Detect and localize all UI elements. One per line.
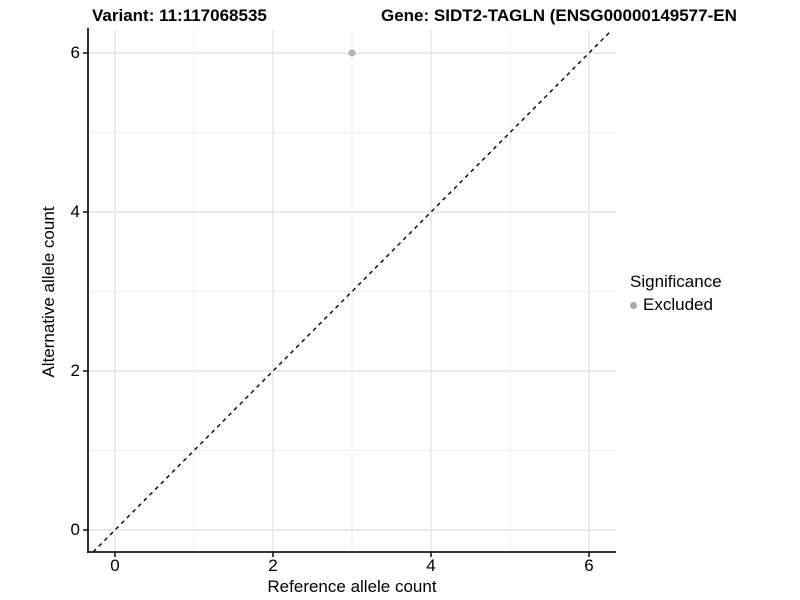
y-tick-label: 2 [70,361,80,380]
y-tick-label: 0 [70,520,80,539]
x-tick-label: 6 [584,556,594,575]
legend: Significance Excluded [630,272,722,315]
gene-title: Gene: SIDT2-TAGLN (ENSG00000149577-EN [381,6,737,25]
x-tick-label: 0 [110,556,120,575]
variant-title: Variant: 11:117068535 [92,6,267,25]
y-axis-title: Alternative allele count [39,206,58,378]
legend-title: Significance [630,272,722,291]
legend-item-excluded: Excluded [630,295,722,315]
y-tick-label: 6 [70,43,80,62]
legend-item-label: Excluded [643,295,713,314]
y-tick-label: 4 [70,202,80,221]
excluded-dot-icon [630,301,637,309]
data-point [348,49,356,57]
x-tick-label: 2 [268,556,278,575]
identity-line [92,29,613,553]
x-tick-label: 4 [426,556,436,575]
x-axis-title: Reference allele count [267,577,437,596]
